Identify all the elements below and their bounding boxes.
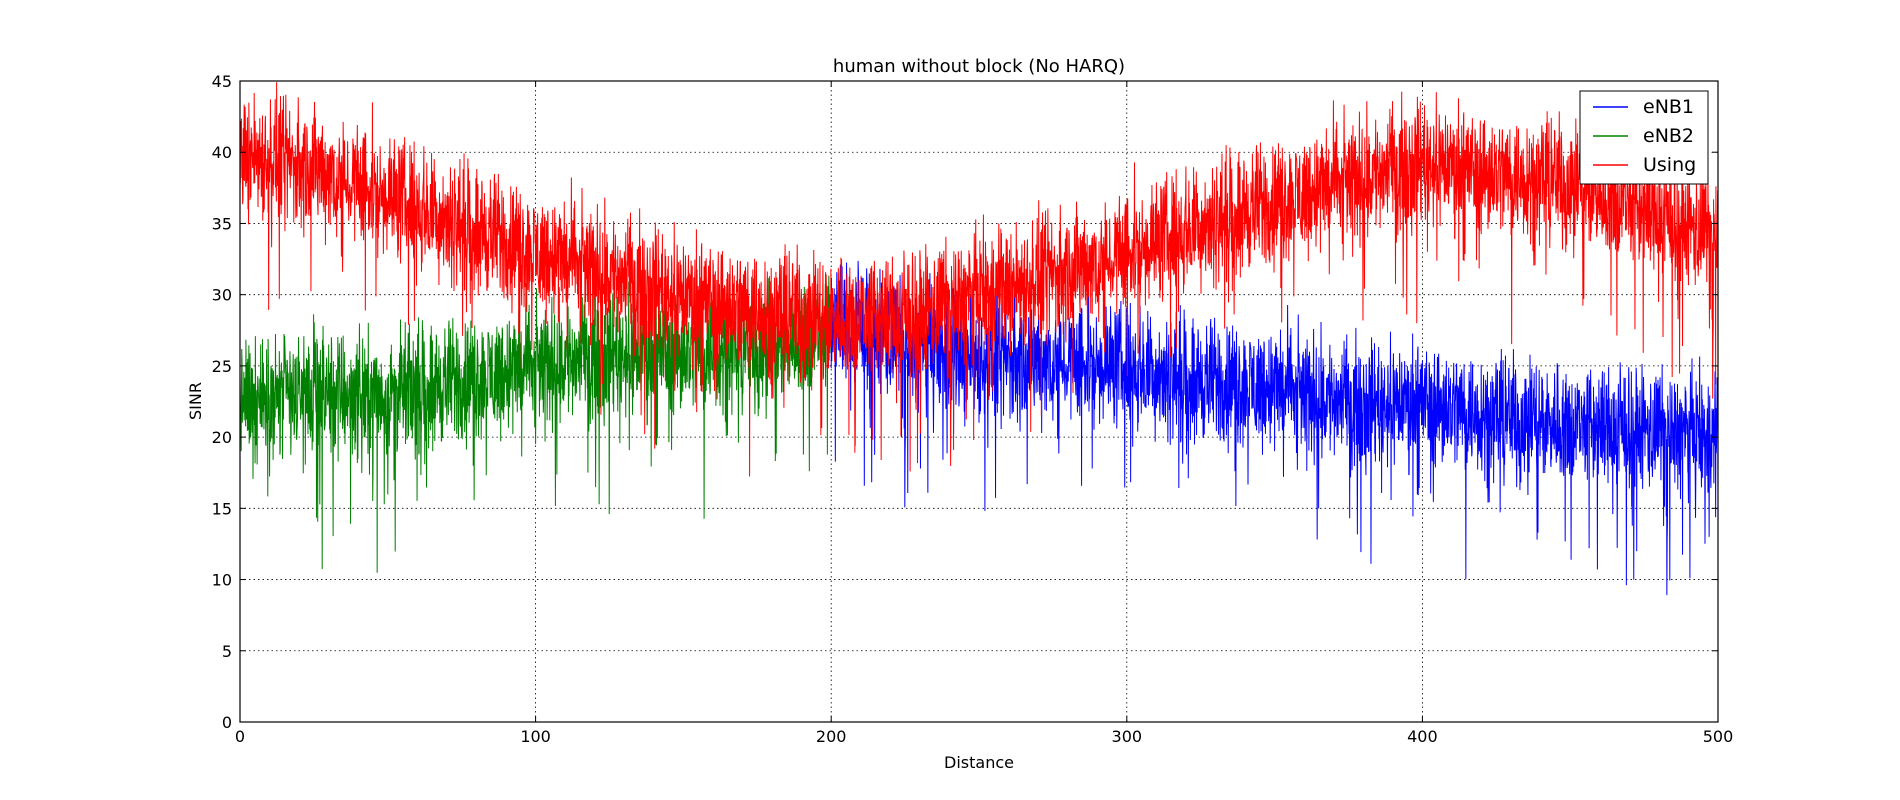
series-enb1-line bbox=[830, 260, 1719, 596]
y-tick-label: 45 bbox=[212, 72, 232, 91]
y-tick-label: 20 bbox=[212, 428, 232, 447]
x-tick-label: 100 bbox=[520, 727, 551, 746]
series-enb2-line bbox=[239, 275, 832, 573]
series-lines bbox=[239, 82, 1719, 596]
x-axis-label: Distance bbox=[944, 753, 1014, 772]
legend-label-using: Using bbox=[1643, 154, 1696, 176]
y-tick-label: 25 bbox=[212, 357, 232, 376]
y-tick-label: 40 bbox=[212, 143, 232, 162]
y-tick-label: 0 bbox=[222, 713, 232, 732]
series-using-line bbox=[239, 82, 1719, 477]
axis-ticks: 0 100 200 300 400 500 0 5 10 15 20 25 30 35 40 45 bbox=[212, 72, 1734, 746]
y-tick-label: 10 bbox=[212, 571, 232, 590]
x-tick-label: 0 bbox=[235, 727, 245, 746]
y-tick-label: 5 bbox=[222, 642, 232, 661]
y-tick-label: 30 bbox=[212, 286, 232, 305]
x-tick-label: 300 bbox=[1112, 727, 1143, 746]
y-tick-label: 15 bbox=[212, 499, 232, 518]
chart-title: human without block (No HARQ) bbox=[833, 56, 1125, 77]
legend-label-enb1: eNB1 bbox=[1643, 96, 1694, 118]
x-tick-label: 500 bbox=[1703, 727, 1734, 746]
legend-label-enb2: eNB2 bbox=[1643, 125, 1694, 147]
y-tick-label: 35 bbox=[212, 214, 232, 233]
legend: eNB1 eNB2 Using bbox=[1579, 90, 1709, 185]
plot-frame bbox=[239, 80, 1719, 723]
x-tick-label: 400 bbox=[1407, 727, 1438, 746]
y-axis-label: SINR bbox=[186, 382, 205, 420]
x-tick-label: 200 bbox=[816, 727, 847, 746]
